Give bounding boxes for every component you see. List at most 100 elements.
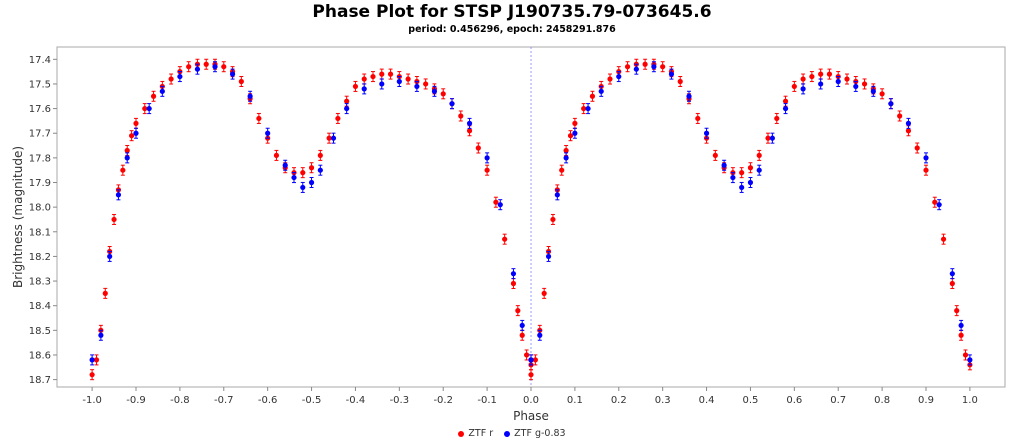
y-tick-label: 17.7 [29, 129, 51, 140]
point-marker [905, 128, 912, 134]
ztf-r-point [256, 112, 262, 124]
point-marker [414, 83, 420, 90]
ztf-g-point [554, 189, 560, 201]
ztf-g-point [949, 268, 955, 280]
ztf-r-point [300, 167, 306, 179]
point-marker [221, 64, 227, 70]
ztf-g-point [756, 164, 762, 176]
ztf-g-point [379, 78, 385, 90]
ztf-g-point [730, 172, 736, 184]
ztf-r-point [129, 130, 135, 142]
ztf-g-point [510, 268, 517, 280]
legend-label-ztf-r: ZTF r [468, 428, 494, 439]
y-axis-label: Brightness (magnitude) [11, 146, 25, 288]
x-tick-label: -0.6 [258, 395, 278, 406]
point-marker [497, 202, 503, 208]
ztf-g-point [739, 181, 745, 193]
point-marker [519, 332, 525, 338]
ztf-g-point [545, 250, 552, 262]
ztf-g-point [291, 172, 297, 184]
ztf-r-point [458, 110, 464, 122]
point-marker [589, 93, 596, 99]
point-marker [89, 357, 95, 363]
ztf-r-point [844, 73, 850, 85]
point-marker [247, 93, 253, 99]
ztf-r-point [484, 164, 490, 176]
x-tick-label: -0.1 [477, 395, 497, 406]
ztf-g-point [686, 90, 692, 102]
point-marker [936, 202, 942, 208]
point-marker [954, 308, 960, 314]
point-marker [712, 152, 718, 159]
point-marker [344, 105, 350, 112]
ztf-g-point [563, 152, 569, 164]
ztf-g-point [414, 80, 420, 92]
ztf-r-point [352, 80, 359, 92]
ztf-g-point [651, 61, 657, 73]
ztf-g-point [905, 117, 912, 129]
point-marker [300, 184, 306, 191]
ztf-r-point [826, 68, 833, 80]
ztf-g-point [89, 354, 95, 366]
point-marker [651, 64, 657, 70]
point-marker [897, 113, 903, 119]
ztf-r-point [273, 149, 280, 161]
point-marker [905, 120, 912, 126]
point-marker [572, 130, 578, 136]
ztf-r-point [861, 78, 868, 90]
ztf-g-point [572, 127, 578, 139]
x-tick-label: 0.9 [918, 395, 934, 406]
legend: ZTF r ZTF g-0.83 [0, 428, 1024, 439]
ztf-g-point [330, 132, 337, 144]
point-marker [124, 147, 130, 154]
ztf-g-point [449, 98, 455, 110]
ztf-g-point [853, 80, 859, 92]
point-marker [519, 322, 525, 329]
point-marker [203, 61, 209, 67]
point-marker [545, 253, 552, 260]
point-marker [352, 83, 359, 90]
data-points [89, 58, 973, 381]
point-marker [405, 76, 411, 82]
ztf-r-point [624, 61, 631, 73]
point-marker [458, 113, 464, 119]
point-marker [335, 115, 341, 122]
ztf-r-point [440, 88, 446, 100]
ztf-r-point [238, 75, 244, 87]
point-marker [379, 81, 385, 87]
ztf-r-point [111, 213, 117, 225]
point-marker [330, 135, 337, 141]
point-marker [730, 174, 736, 181]
point-marker [962, 352, 969, 358]
ztf-g-point [107, 250, 113, 262]
ztf-g-point [782, 103, 789, 115]
point-marker [423, 81, 429, 87]
point-marker [923, 155, 929, 161]
point-marker [361, 76, 367, 82]
x-tick-label: -0.9 [126, 395, 146, 406]
point-marker [800, 86, 806, 92]
point-marker [133, 120, 139, 126]
ztf-r-point [326, 132, 332, 144]
ztf-r-point [897, 110, 903, 122]
point-marker [186, 64, 192, 70]
legend-blue-dot-icon [504, 430, 511, 437]
point-marker [212, 64, 218, 70]
point-marker [800, 76, 806, 82]
ztf-r-point [203, 58, 209, 70]
ztf-r-point [567, 130, 574, 142]
ztf-g-point [265, 127, 271, 139]
point-marker [194, 66, 201, 72]
ztf-g-point [936, 199, 942, 211]
ztf-g-point [431, 85, 438, 97]
ztf-r-point [502, 233, 508, 245]
point-marker [809, 73, 815, 80]
point-marker [739, 184, 745, 191]
x-tick-label: -0.8 [170, 395, 190, 406]
ztf-g-point [124, 152, 130, 164]
point-marker [949, 271, 955, 277]
ztf-r-point [168, 73, 174, 85]
point-marker [616, 73, 622, 80]
ztf-g-point [537, 329, 543, 341]
ztf-r-point [954, 305, 960, 317]
